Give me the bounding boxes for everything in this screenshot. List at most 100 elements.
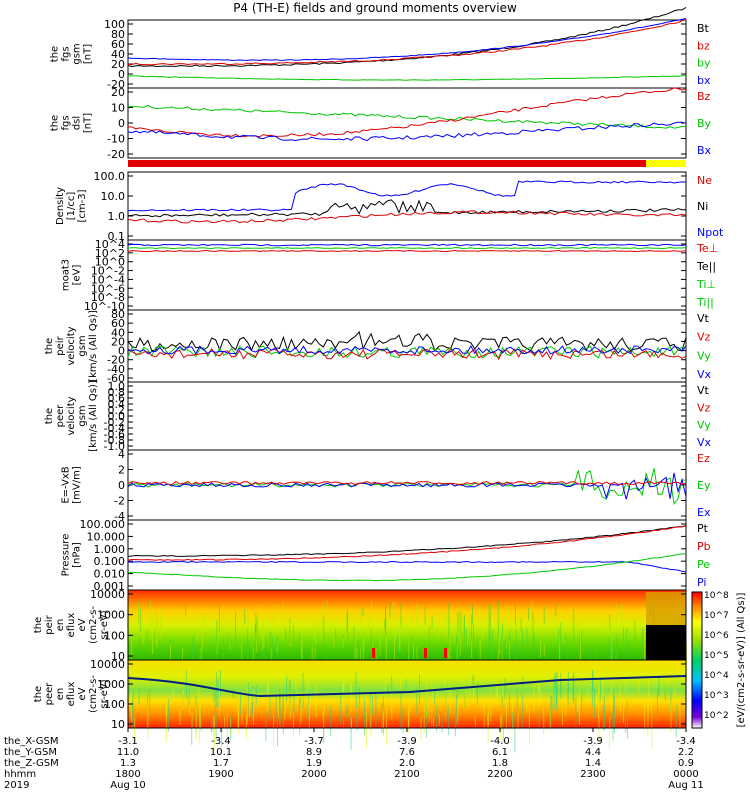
- legend-by: by: [697, 57, 711, 70]
- legend-vt: Vt: [697, 312, 710, 325]
- ytick-label: 100.0: [94, 170, 126, 183]
- trace-vy: [127, 345, 687, 359]
- trace-ex: [127, 472, 687, 500]
- ytick-label: 0: [118, 345, 125, 358]
- ytick-label: 80: [111, 28, 125, 41]
- legend-ez: Ez: [697, 452, 710, 465]
- ytick-label: -20: [107, 78, 125, 91]
- xaxis-value: 1900: [208, 769, 233, 780]
- panel-frame: [127, 381, 687, 451]
- xaxis-value: 7.6: [399, 747, 415, 758]
- panel-5: thepeirvelocitygsm[km/s (All Qs)] 8060402…: [44, 308, 712, 385]
- ytick-label: 0: [118, 479, 125, 492]
- panel-4: moat3[eV]10^410^210^010^-210^-410^-610^-…: [61, 238, 719, 313]
- ytick-label: 10000: [90, 658, 125, 671]
- panel-2: thefgsdsl[nT] 20 10 0 -10 -20 Bz By Bx: [50, 86, 712, 167]
- xaxis-value: -3.4: [211, 736, 231, 747]
- ytick-label: -10: [107, 133, 125, 146]
- legend-vy: Vy: [697, 349, 711, 362]
- colorbar-tick: 10^4: [704, 671, 729, 681]
- colorbar-tick: 10^6: [704, 631, 729, 641]
- legend-bx: bx: [697, 74, 711, 87]
- ytick-label: 10^-4: [91, 273, 125, 286]
- ytick-label: 20: [111, 86, 125, 99]
- xaxis-value: 2200: [487, 769, 512, 780]
- spectrogram-plasma-boundary: [127, 675, 687, 698]
- xaxis-value: -3.4: [676, 736, 696, 747]
- ytick-label: 20: [111, 335, 125, 348]
- trace-pb: [127, 525, 687, 561]
- ytick-label: 10^2: [95, 247, 125, 260]
- ytick-label: 100: [104, 698, 125, 711]
- trace-bt: [127, 6, 687, 68]
- ytick-label: 10^-2: [91, 265, 125, 278]
- ytick-label: -1.0: [104, 440, 125, 453]
- ytick-label: -2: [114, 495, 125, 508]
- legend-bt: Bt: [697, 22, 710, 35]
- trace-temp-c: [127, 249, 687, 253]
- ytick-label: 2: [118, 464, 125, 477]
- legend-npot: Npot: [697, 226, 724, 239]
- ytick-label: -0.6: [104, 428, 125, 441]
- trace-vz: [127, 348, 687, 361]
- panel-ylabel: thepeirenefluxeV(cm2-s-sr-eV): [33, 606, 110, 644]
- panel-ylabel: thefgsdsl[nT]: [50, 113, 94, 133]
- panel-ylabel: Pressure[nPa]: [61, 534, 83, 577]
- trace-bz: [127, 18, 687, 66]
- ytick-label: 10.0: [101, 190, 126, 203]
- panel-ylabel: E=-VxB[mV/m]: [61, 466, 83, 504]
- ytick-label: -4: [114, 510, 125, 523]
- ytick-label: 100: [104, 18, 125, 31]
- ytick-label: 10^0: [95, 256, 125, 269]
- ytick-label: 60: [111, 38, 125, 51]
- trace-by: [127, 104, 687, 129]
- trace-ne: [127, 210, 687, 224]
- legend-vy: Vy: [697, 419, 711, 432]
- ytick-label: 1000: [97, 609, 125, 622]
- xaxis-value: 11.0: [117, 747, 139, 758]
- xaxis-value: -3.7: [304, 736, 324, 747]
- ytick-label: 0.100: [94, 555, 126, 568]
- legend-ti-: Ti⊥: [696, 278, 716, 291]
- xaxis-row-label: 2019: [4, 780, 29, 791]
- colorbar-tick: 10^5: [704, 651, 729, 661]
- xaxis-value: 1.3: [120, 758, 136, 769]
- ytick-label: 0.4: [108, 398, 126, 411]
- legend-bz: bz: [697, 39, 710, 52]
- colorbar-tick: 10^2: [704, 711, 729, 721]
- legend-pt: Pt: [697, 522, 709, 535]
- status-bar: [128, 160, 646, 167]
- ytick-label: -60: [107, 372, 125, 385]
- xaxis-value: 2100: [394, 769, 419, 780]
- ytick-label: -0.8: [104, 434, 125, 447]
- ytick-label: 10: [111, 650, 125, 663]
- legend-vz: Vz: [697, 331, 711, 344]
- ytick-label: -20: [107, 354, 125, 367]
- xaxis-value: 1.7: [213, 758, 229, 769]
- legend-bz: Bz: [697, 90, 711, 103]
- ytick-label: 10^-10: [84, 300, 125, 313]
- ytick-label: 40: [111, 326, 125, 339]
- xaxis-value: 1.9: [306, 758, 322, 769]
- panel-10: thepeerenefluxeV(cm2-s-sr-eV) 10000 1000 10…: [33, 658, 687, 753]
- ytick-label: -40: [107, 363, 125, 376]
- panel-7: E=-VxB[mV/m] 4 2 0 -2 -4 Ez Ey Ex: [61, 448, 711, 523]
- spectrogram: [128, 590, 686, 660]
- ytick-label: 0.0: [108, 410, 126, 423]
- ytick-label: 10: [111, 102, 125, 115]
- colorbar-tick: 10^8: [704, 591, 729, 601]
- trace-temp-a: [127, 243, 687, 247]
- legend-te-: Te⊥: [696, 242, 718, 255]
- xaxis-value: 10.1: [210, 747, 232, 758]
- legend-ti-: Ti||: [696, 296, 714, 309]
- ytick-label: 0: [118, 68, 125, 81]
- colorbar-tick: 10^7: [704, 611, 729, 621]
- xaxis-value: 6.1: [492, 747, 508, 758]
- ytick-label: 1.000: [94, 543, 126, 556]
- xaxis-value: 1800: [115, 769, 140, 780]
- panel-ylabel: thepeervelocitygsm[km/s (All Qs)]: [44, 380, 99, 452]
- xaxis-value: 2.2: [678, 747, 694, 758]
- trace-bx: [127, 121, 687, 142]
- ytick-label: 0.1: [108, 230, 126, 243]
